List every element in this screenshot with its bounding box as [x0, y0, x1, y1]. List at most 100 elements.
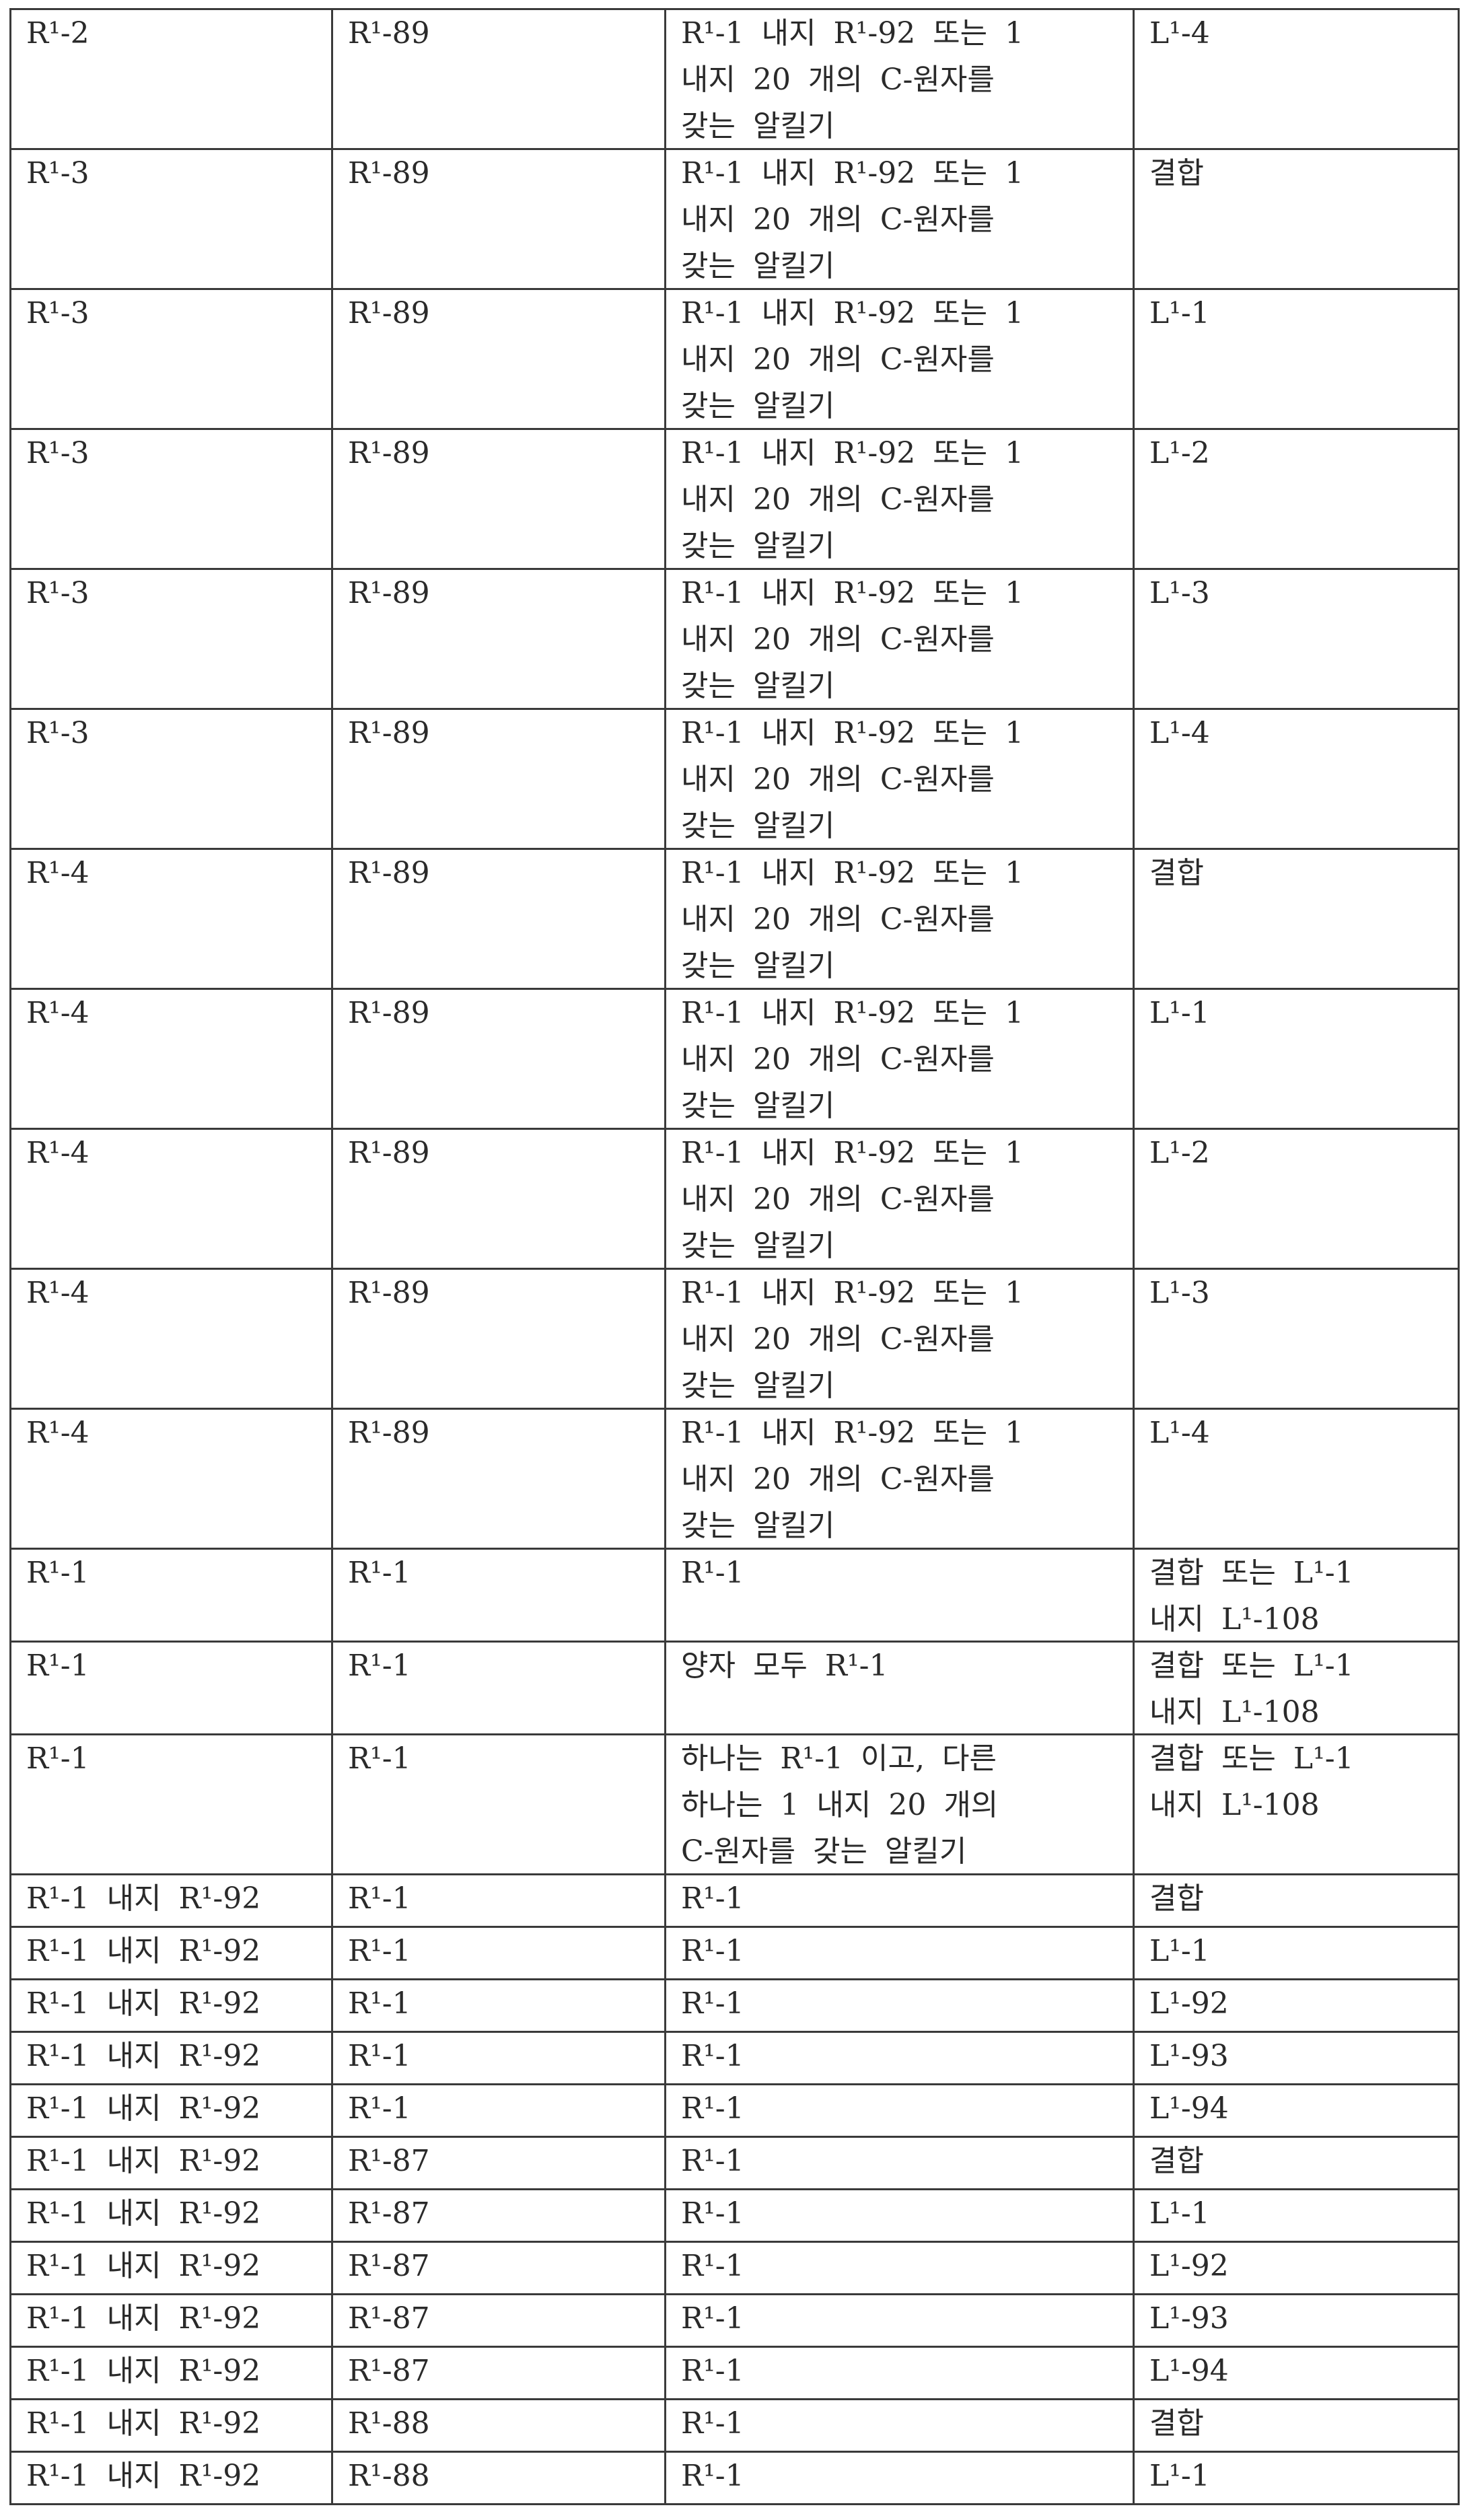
cell-r1c: R¹-1 내지 R¹-92 또는 1 내지 20 개의 C-원자를 갖는 알킬기 [666, 709, 1134, 849]
cell-r1a: R¹-2 [11, 9, 332, 149]
cell-r1a: R¹-3 [11, 429, 332, 569]
cell-text: R¹-3 [26, 290, 322, 428]
cell-linker: L¹-2 [1134, 1129, 1459, 1269]
cell-r1b: R¹-87 [332, 2137, 666, 2190]
cell-r1c: R¹-1 [666, 1875, 1134, 1927]
table-row: R¹-1 내지 R¹-92R¹-87R¹-1L¹-94 [11, 2347, 1459, 2400]
cell-text: L¹-1 [1149, 2453, 1448, 2503]
cell-text: R¹-3 [26, 150, 322, 288]
cell-r1c: R¹-1 [666, 1549, 1134, 1642]
cell-text: R¹-1 내지 R¹-92 또는 1 내지 20 개의 C-원자를 갖는 알킬기 [681, 850, 1123, 988]
table-row: R¹-1 내지 R¹-92R¹-1R¹-1L¹-92 [11, 1980, 1459, 2032]
cell-r1c: R¹-1 내지 R¹-92 또는 1 내지 20 개의 C-원자를 갖는 알킬기 [666, 1129, 1134, 1269]
cell-text: R¹-1 내지 R¹-92 또는 1 내지 20 개의 C-원자를 갖는 알킬기 [681, 150, 1123, 288]
cell-r1c: R¹-1 내지 R¹-92 또는 1 내지 20 개의 C-원자를 갖는 알킬기 [666, 849, 1134, 989]
cell-r1a: R¹-3 [11, 149, 332, 289]
cell-r1b: R¹-1 [332, 1735, 666, 1875]
cell-text: R¹-87 [348, 2138, 655, 2188]
cell-text: R¹-1 내지 R¹-92 [26, 2295, 322, 2346]
cell-text: R¹-3 [26, 710, 322, 848]
table-row: R¹-2R¹-89R¹-1 내지 R¹-92 또는 1 내지 20 개의 C-원… [11, 9, 1459, 149]
table-row: R¹-4R¹-89R¹-1 내지 R¹-92 또는 1 내지 20 개의 C-원… [11, 1409, 1459, 1549]
cell-text: 결합 [1149, 1875, 1448, 1926]
cell-r1b: R¹-1 [332, 1875, 666, 1927]
table-row: R¹-3R¹-89R¹-1 내지 R¹-92 또는 1 내지 20 개의 C-원… [11, 429, 1459, 569]
cell-text: R¹-89 [348, 1270, 655, 1408]
cell-text: L¹-94 [1149, 2348, 1448, 2398]
cell-text: L¹-92 [1149, 2243, 1448, 2293]
substituent-table: R¹-2R¹-89R¹-1 내지 R¹-92 또는 1 내지 20 개의 C-원… [9, 8, 1460, 2505]
cell-r1c: R¹-1 [666, 2452, 1134, 2505]
table-row: R¹-3R¹-89R¹-1 내지 R¹-92 또는 1 내지 20 개의 C-원… [11, 709, 1459, 849]
cell-text: R¹-89 [348, 570, 655, 708]
cell-text: R¹-1 [26, 1550, 322, 1641]
cell-r1b: R¹-87 [332, 2190, 666, 2242]
cell-r1a: R¹-1 내지 R¹-92 [11, 2295, 332, 2347]
cell-linker: L¹-93 [1134, 2295, 1459, 2347]
cell-r1b: R¹-89 [332, 289, 666, 429]
cell-r1b: R¹-1 [332, 1980, 666, 2032]
cell-r1c: R¹-1 내지 R¹-92 또는 1 내지 20 개의 C-원자를 갖는 알킬기 [666, 9, 1134, 149]
cell-text: R¹-89 [348, 990, 655, 1128]
cell-text: R¹-1 내지 R¹-92 또는 1 내지 20 개의 C-원자를 갖는 알킬기 [681, 1410, 1123, 1548]
table-row: R¹-1 내지 R¹-92R¹-87R¹-1L¹-93 [11, 2295, 1459, 2347]
cell-linker: 결합 [1134, 849, 1459, 989]
table-row: R¹-1 내지 R¹-92R¹-87R¹-1L¹-1 [11, 2190, 1459, 2242]
cell-text: R¹-1 내지 R¹-92 [26, 2243, 322, 2293]
cell-linker: 결합 [1134, 2400, 1459, 2452]
cell-r1b: R¹-1 [332, 2085, 666, 2137]
cell-r1b: R¹-89 [332, 849, 666, 989]
table-row: R¹-4R¹-89R¹-1 내지 R¹-92 또는 1 내지 20 개의 C-원… [11, 1269, 1459, 1409]
cell-text: R¹-89 [348, 850, 655, 988]
cell-text: R¹-88 [348, 2400, 655, 2451]
cell-text: R¹-88 [348, 2453, 655, 2503]
cell-text: L¹-4 [1149, 10, 1448, 148]
cell-text: R¹-1 내지 R¹-92 또는 1 내지 20 개의 C-원자를 갖는 알킬기 [681, 1130, 1123, 1268]
cell-linker: L¹-1 [1134, 2190, 1459, 2242]
cell-r1a: R¹-3 [11, 569, 332, 709]
cell-linker: L¹-92 [1134, 1980, 1459, 2032]
cell-text: R¹-89 [348, 10, 655, 148]
cell-text: R¹-1 [681, 2348, 1123, 2398]
cell-text: R¹-1 [681, 1875, 1123, 1926]
cell-r1b: R¹-89 [332, 709, 666, 849]
cell-text: L¹-94 [1149, 2085, 1448, 2136]
cell-text: R¹-89 [348, 1410, 655, 1548]
table-row: R¹-1 내지 R¹-92 R¹-1 R¹-1 결합 [11, 1875, 1459, 1927]
cell-text: R¹-1 [348, 1550, 655, 1641]
cell-text: 양자 모두 R¹-1 [681, 1643, 1123, 1733]
cell-text: R¹-1 내지 R¹-92 [26, 2033, 322, 2083]
cell-text: L¹-2 [1149, 1130, 1448, 1268]
cell-r1a: R¹-1 [11, 1735, 332, 1875]
cell-text: R¹-1 [681, 2295, 1123, 2346]
cell-text: R¹-4 [26, 1130, 322, 1268]
cell-text: L¹-3 [1149, 1270, 1448, 1408]
cell-text: R¹-3 [26, 430, 322, 568]
cell-text: R¹-1 내지 R¹-92 [26, 2190, 322, 2241]
cell-r1a: R¹-1 내지 R¹-92 [11, 1875, 332, 1927]
cell-text: R¹-1 내지 R¹-92 또는 1 내지 20 개의 C-원자를 갖는 알킬기 [681, 290, 1123, 428]
cell-text: R¹-2 [26, 10, 322, 148]
table-row: R¹-1R¹-1양자 모두 R¹-1결합 또는 L¹-1 내지 L¹-108 [11, 1642, 1459, 1735]
cell-r1b: R¹-87 [332, 2242, 666, 2295]
table-row: R¹-3R¹-89R¹-1 내지 R¹-92 또는 1 내지 20 개의 C-원… [11, 149, 1459, 289]
cell-linker: 결합 또는 L¹-1 내지 L¹-108 [1134, 1642, 1459, 1735]
cell-r1a: R¹-4 [11, 1409, 332, 1549]
cell-linker: L¹-3 [1134, 569, 1459, 709]
cell-linker: L¹-1 [1134, 1927, 1459, 1980]
table-row: R¹-1 내지 R¹-92 R¹-87R¹-1 L¹-92 [11, 2242, 1459, 2295]
cell-text: R¹-4 [26, 1410, 322, 1548]
cell-r1a: R¹-1 내지 R¹-92 [11, 2085, 332, 2137]
cell-text: R¹-1 [681, 2453, 1123, 2503]
cell-r1c: R¹-1 [666, 2242, 1134, 2295]
cell-text: R¹-1 [348, 1875, 655, 1926]
cell-linker: 결합 또는 L¹-1 내지 L¹-108 [1134, 1735, 1459, 1875]
cell-r1c: R¹-1 내지 R¹-92 또는 1 내지 20 개의 C-원자를 갖는 알킬기 [666, 1269, 1134, 1409]
cell-r1c: R¹-1 [666, 1980, 1134, 2032]
cell-text: L¹-1 [1149, 990, 1448, 1128]
cell-r1b: R¹-88 [332, 2452, 666, 2505]
cell-text: R¹-1 내지 R¹-92 [26, 2400, 322, 2451]
cell-linker: L¹-3 [1134, 1269, 1459, 1409]
cell-text: R¹-87 [348, 2243, 655, 2293]
cell-text: 결합 [1149, 2138, 1448, 2188]
